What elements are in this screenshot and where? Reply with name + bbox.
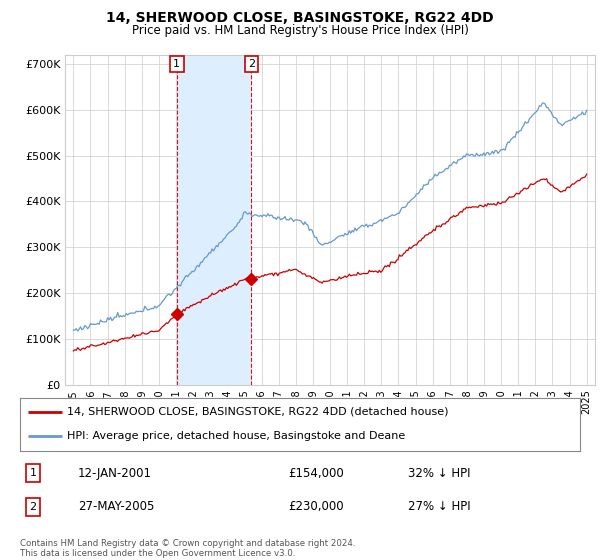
Text: 1: 1	[29, 468, 37, 478]
Bar	[176, 55, 251, 385]
Text: 27-MAY-2005: 27-MAY-2005	[78, 500, 154, 514]
Text: 12-JAN-2001: 12-JAN-2001	[78, 466, 152, 480]
Text: £154,000: £154,000	[288, 466, 344, 480]
Text: Price paid vs. HM Land Registry's House Price Index (HPI): Price paid vs. HM Land Registry's House …	[131, 24, 469, 36]
Text: £230,000: £230,000	[288, 500, 344, 514]
Text: 14, SHERWOOD CLOSE, BASINGSTOKE, RG22 4DD (detached house): 14, SHERWOOD CLOSE, BASINGSTOKE, RG22 4D…	[67, 407, 449, 417]
Text: 27% ↓ HPI: 27% ↓ HPI	[408, 500, 470, 514]
Text: Contains HM Land Registry data © Crown copyright and database right 2024.
This d: Contains HM Land Registry data © Crown c…	[20, 539, 355, 558]
Text: 32% ↓ HPI: 32% ↓ HPI	[408, 466, 470, 480]
Text: 2: 2	[29, 502, 37, 512]
Text: HPI: Average price, detached house, Basingstoke and Deane: HPI: Average price, detached house, Basi…	[67, 431, 406, 441]
Text: 2: 2	[248, 59, 255, 69]
Text: 14, SHERWOOD CLOSE, BASINGSTOKE, RG22 4DD: 14, SHERWOOD CLOSE, BASINGSTOKE, RG22 4D…	[106, 11, 494, 25]
Text: 1: 1	[173, 59, 180, 69]
